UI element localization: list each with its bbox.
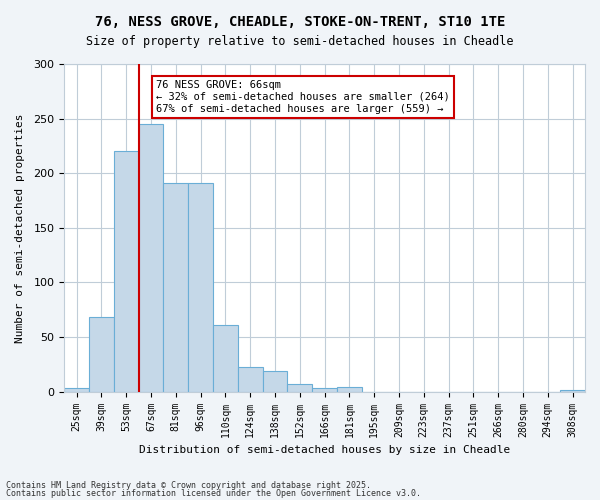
Bar <box>312 388 337 392</box>
Bar <box>64 388 89 392</box>
Bar <box>89 318 114 392</box>
Bar <box>337 388 362 392</box>
Y-axis label: Number of semi-detached properties: Number of semi-detached properties <box>15 113 25 342</box>
Text: 76 NESS GROVE: 66sqm
← 32% of semi-detached houses are smaller (264)
67% of semi: 76 NESS GROVE: 66sqm ← 32% of semi-detac… <box>156 80 449 114</box>
Bar <box>163 183 188 392</box>
Text: Size of property relative to semi-detached houses in Cheadle: Size of property relative to semi-detach… <box>86 35 514 48</box>
Bar <box>188 183 213 392</box>
Text: Contains HM Land Registry data © Crown copyright and database right 2025.: Contains HM Land Registry data © Crown c… <box>6 481 371 490</box>
Bar <box>238 366 263 392</box>
Bar <box>139 124 163 392</box>
Bar <box>560 390 585 392</box>
Bar <box>263 371 287 392</box>
Text: Contains public sector information licensed under the Open Government Licence v3: Contains public sector information licen… <box>6 488 421 498</box>
Bar <box>213 325 238 392</box>
Text: 76, NESS GROVE, CHEADLE, STOKE-ON-TRENT, ST10 1TE: 76, NESS GROVE, CHEADLE, STOKE-ON-TRENT,… <box>95 15 505 29</box>
X-axis label: Distribution of semi-detached houses by size in Cheadle: Distribution of semi-detached houses by … <box>139 445 510 455</box>
Bar <box>114 152 139 392</box>
Bar <box>287 384 312 392</box>
